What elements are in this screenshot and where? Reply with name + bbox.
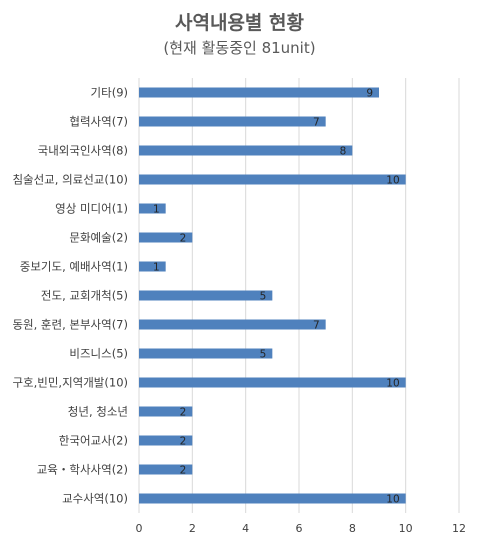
bar bbox=[139, 261, 166, 272]
bar bbox=[139, 290, 273, 301]
bar bbox=[139, 435, 193, 446]
data-label: 2 bbox=[180, 436, 187, 448]
data-label: 10 bbox=[386, 175, 399, 187]
bar bbox=[139, 377, 406, 388]
bar bbox=[139, 232, 193, 243]
bar bbox=[139, 319, 326, 330]
x-tick-label: 4 bbox=[242, 522, 249, 535]
category-label: 교육・학사사역(2) bbox=[37, 463, 128, 477]
x-tick-label: 10 bbox=[399, 522, 413, 535]
category-label: 한국어교사(2) bbox=[59, 434, 128, 448]
data-label: 2 bbox=[180, 407, 187, 419]
data-label: 2 bbox=[180, 233, 187, 245]
category-label: 청년, 청소년 bbox=[68, 405, 128, 419]
data-label: 1 bbox=[153, 262, 160, 274]
category-label: 협력사역(7) bbox=[69, 115, 128, 129]
bar bbox=[139, 116, 326, 127]
bar bbox=[139, 87, 379, 98]
category-label: 비즈니스(5) bbox=[69, 347, 128, 361]
data-label: 7 bbox=[313, 117, 320, 129]
category-label: 침술선교, 의료선교(10) bbox=[12, 173, 128, 187]
data-label: 5 bbox=[260, 291, 267, 303]
bar bbox=[139, 464, 193, 475]
data-label: 9 bbox=[366, 88, 373, 100]
bar bbox=[139, 145, 353, 156]
data-label: 2 bbox=[180, 465, 187, 477]
category-label: 구호,빈민,지역개발(10) bbox=[12, 376, 128, 390]
x-tick-label: 0 bbox=[136, 522, 143, 535]
x-tick-label: 6 bbox=[296, 522, 303, 535]
bar bbox=[139, 406, 193, 417]
chart-title: 사역내용별 현황 bbox=[175, 12, 304, 34]
x-tick-label: 2 bbox=[189, 522, 196, 535]
category-label: 동원, 훈련, 본부사역(7) bbox=[12, 318, 128, 332]
category-label: 영상 미디어(1) bbox=[55, 202, 128, 216]
x-tick-label: 12 bbox=[452, 522, 466, 535]
category-labels: 기타(9) 협력사역(7) 국내외국인사역(8) 침술선교, 의료선교(10) 영상 미… bbox=[12, 86, 128, 506]
bar bbox=[139, 493, 406, 504]
category-label: 중보기도, 예배사역(1) bbox=[20, 260, 128, 274]
category-label: 전도, 교회개척(5) bbox=[41, 289, 128, 303]
category-label: 국내외국인사역(8) bbox=[38, 144, 128, 158]
bar bbox=[139, 174, 406, 185]
data-label: 1 bbox=[153, 204, 160, 216]
category-label: 교수사역(10) bbox=[62, 492, 128, 506]
category-label: 기타(9) bbox=[91, 86, 128, 100]
x-tick-label: 8 bbox=[349, 522, 356, 535]
data-label: 10 bbox=[386, 494, 399, 506]
chart-subtitle: (현재 활동중인 81unit) bbox=[163, 39, 316, 57]
x-tick-labels: 0 2 4 6 8 10 12 bbox=[136, 522, 467, 535]
category-label: 문화예술(2) bbox=[69, 231, 128, 245]
data-label: 5 bbox=[260, 349, 267, 361]
data-label: 10 bbox=[386, 378, 399, 390]
data-label: 7 bbox=[313, 320, 320, 332]
data-label: 8 bbox=[340, 146, 347, 158]
bar bbox=[139, 203, 166, 214]
bar bbox=[139, 348, 273, 359]
